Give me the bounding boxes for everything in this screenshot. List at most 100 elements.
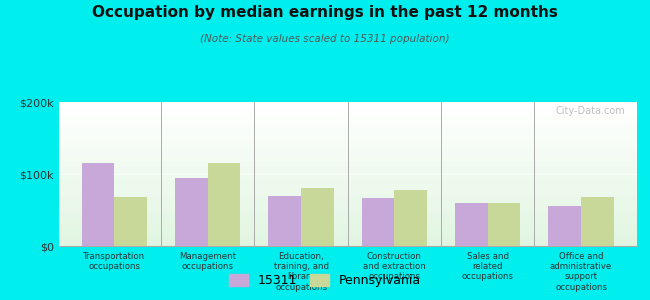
Bar xyxy=(58,127,637,128)
Bar xyxy=(58,178,637,180)
Bar xyxy=(58,145,637,147)
Bar xyxy=(455,203,488,246)
Bar xyxy=(58,165,637,167)
Bar xyxy=(58,197,637,199)
Bar xyxy=(58,236,637,237)
Bar xyxy=(549,206,581,246)
Bar xyxy=(58,216,637,217)
Bar xyxy=(58,172,637,174)
Bar xyxy=(58,106,637,108)
Bar xyxy=(58,112,637,113)
Bar xyxy=(58,213,637,214)
Bar xyxy=(58,240,637,242)
Bar xyxy=(58,185,637,187)
Bar xyxy=(58,119,637,121)
Legend: 15311, Pennsylvania: 15311, Pennsylvania xyxy=(224,269,426,292)
Bar xyxy=(58,129,637,131)
Bar xyxy=(58,148,637,149)
Bar xyxy=(58,122,637,124)
Bar xyxy=(58,128,637,129)
Bar xyxy=(208,163,240,246)
Bar xyxy=(58,116,637,118)
Bar xyxy=(58,177,637,178)
Bar xyxy=(58,113,637,115)
Text: (Note: State values scaled to 15311 population): (Note: State values scaled to 15311 popu… xyxy=(200,34,450,44)
Bar xyxy=(58,164,637,165)
Bar xyxy=(58,239,637,240)
Bar xyxy=(58,103,637,105)
Bar xyxy=(58,109,637,111)
Bar xyxy=(58,121,637,122)
Bar xyxy=(58,223,637,224)
Bar xyxy=(268,196,301,246)
Bar xyxy=(58,188,637,190)
Bar xyxy=(58,115,637,116)
Bar xyxy=(58,118,637,119)
Bar xyxy=(58,220,637,221)
Bar xyxy=(58,196,637,197)
Bar xyxy=(58,160,637,161)
Bar xyxy=(301,188,333,246)
Bar xyxy=(58,168,637,170)
Bar xyxy=(58,132,637,134)
Bar xyxy=(488,203,521,246)
Bar xyxy=(58,184,637,185)
Bar xyxy=(58,204,637,206)
Bar xyxy=(58,235,637,236)
Bar xyxy=(58,151,637,152)
Bar xyxy=(58,125,637,127)
Bar xyxy=(58,183,637,184)
Bar xyxy=(58,105,637,106)
Bar xyxy=(58,138,637,140)
Bar xyxy=(58,193,637,194)
Bar xyxy=(58,210,637,212)
Text: City-Data.com: City-Data.com xyxy=(556,106,625,116)
Text: Occupation by median earnings in the past 12 months: Occupation by median earnings in the pas… xyxy=(92,4,558,20)
Bar xyxy=(58,217,637,219)
Bar xyxy=(58,108,637,109)
Bar xyxy=(58,203,637,204)
Bar xyxy=(82,163,114,246)
Bar xyxy=(58,135,637,136)
Bar xyxy=(58,163,637,164)
Bar xyxy=(58,191,637,193)
Bar xyxy=(58,149,637,151)
Bar xyxy=(58,158,637,160)
Bar xyxy=(114,197,147,246)
Bar xyxy=(58,200,637,201)
Bar xyxy=(58,242,637,243)
Bar xyxy=(58,147,637,148)
Bar xyxy=(58,167,637,168)
Bar xyxy=(58,154,637,155)
Bar xyxy=(58,206,637,207)
Bar xyxy=(58,232,637,233)
Bar xyxy=(58,140,637,141)
Bar xyxy=(58,142,637,144)
Bar xyxy=(58,102,637,104)
Bar xyxy=(175,178,208,246)
Bar xyxy=(581,197,614,246)
Bar xyxy=(58,111,637,112)
Bar xyxy=(58,161,637,163)
Bar xyxy=(58,124,637,125)
Bar xyxy=(58,136,637,138)
Bar xyxy=(58,194,637,196)
Bar xyxy=(58,207,637,208)
Bar xyxy=(58,152,637,154)
Bar xyxy=(58,201,637,203)
Bar xyxy=(395,190,427,246)
Bar xyxy=(58,214,637,216)
Bar xyxy=(58,157,637,158)
Bar xyxy=(58,199,637,200)
Bar xyxy=(58,174,637,176)
Bar xyxy=(58,141,637,142)
Bar xyxy=(58,134,637,135)
Bar xyxy=(58,208,637,210)
Bar xyxy=(58,221,637,223)
Bar xyxy=(58,229,637,230)
Bar xyxy=(58,230,637,232)
Bar xyxy=(58,171,637,172)
Bar xyxy=(58,190,637,191)
Bar xyxy=(58,181,637,183)
Bar xyxy=(362,198,395,246)
